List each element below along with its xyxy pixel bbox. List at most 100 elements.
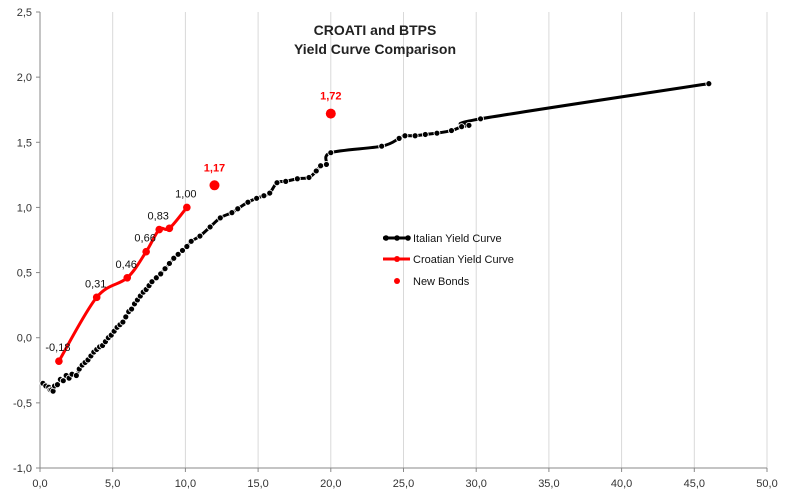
italian-yield-point [401,132,409,140]
italian-yield-point [72,372,80,379]
legend-item-new-bonds: New Bonds [394,276,470,288]
croatian-yield-point [142,247,150,256]
chart-title: CROATI and BTPS [314,22,437,38]
italian-yield-point [411,132,419,140]
legend-swatch-italian-marker [405,235,411,241]
italian-yield-point [183,243,191,250]
y-tick-label: 1,0 [17,202,32,214]
croatian-data-label: 0,83 [148,211,169,223]
italian-yield-point [282,177,290,185]
italian-yield-point [327,149,335,157]
legend-item-italian: Italian Yield Curve [383,233,502,245]
italian-yield-point [266,189,274,197]
italian-yield-point [323,161,330,168]
croatian-yield-point [55,357,63,365]
italian-yield-point [448,127,455,134]
croatian-yield-point [123,273,132,282]
italian-yield-point [59,377,67,385]
italian-yield-point [253,194,261,202]
croatian-yield-point [155,225,164,234]
italian-yield-point [179,247,186,254]
y-tick-label: -0,5 [13,398,32,410]
italian-yield-point [119,318,127,326]
x-tick-labels: 0,0 5,0 10,0 15,0 20,0 25,0 30,0 35,0 40,0 45,0 50… [32,478,777,490]
chart-subtitle: Yield Curve Comparison [294,41,456,57]
italian-yield-point [157,270,165,278]
italian-yield-point [305,174,313,181]
italian-yield-point [228,209,236,217]
x-tick-label: 45,0 [684,478,705,490]
x-tick-label: 5,0 [105,478,120,490]
new-bond-data-label: 1,72 [320,91,341,103]
italian-yield-point [421,131,429,138]
croatian-yield-point [92,293,101,302]
italian-yield-point [161,265,169,273]
italian-yield-point [166,260,173,267]
italian-yield-point [234,205,242,213]
x-tick-label: 50,0 [756,478,777,490]
y-tick-label: 2,0 [17,72,32,84]
axes [36,11,768,472]
italian-yield-point [378,142,386,150]
x-tick-label: 35,0 [538,478,559,490]
croatian-data-label: 1,00 [175,188,196,200]
x-tick-label: 40,0 [611,478,632,490]
italian-yield-point [458,123,466,131]
y-tick-labels: -1,0 -0,5 0,0 0,5 1,0 1,5 2,0 2,5 [13,7,32,475]
italian-yield-point [465,121,473,129]
italian-yield-point [54,381,61,389]
data-labels: -0,18 0,31 0,46 0,66 0,83 1,00 1,17 1,72 [45,91,341,355]
x-tick-label: 15,0 [247,478,268,490]
y-tick-label: 2,5 [17,7,32,19]
y-tick-label: -1,0 [13,463,32,475]
croatian-data-label: 0,46 [116,259,137,271]
new-bond-point [325,108,336,119]
italian-yield-point [187,237,195,245]
italian-yield-point [148,278,156,286]
x-tick-label: 20,0 [320,478,341,490]
italian-yield-point [216,214,224,222]
italian-yield-point [312,167,320,175]
series-layer [39,80,713,395]
italian-yield-point [433,129,441,137]
legend-label-croatian: Croatian Yield Curve [413,254,514,266]
legend-swatch-croatian-marker [394,256,400,262]
italian-yield-point [273,179,281,187]
y-tick-label: 0,5 [17,268,32,280]
legend: Italian Yield Curve Croatian Yield Curve… [383,233,514,288]
croatian-data-label: 0,31 [85,278,106,290]
legend-item-croatian: Croatian Yield Curve [383,254,514,266]
italian-yield-point [705,80,713,88]
x-tick-label: 25,0 [393,478,414,490]
legend-swatch-new-bonds-marker [394,278,400,284]
x-tick-label: 10,0 [175,478,196,490]
italian-yield-point [260,192,268,200]
grid-lines [112,12,768,468]
legend-swatch-italian-marker [383,235,389,241]
new-bond-point [209,180,220,191]
italian-yield-point [395,134,403,142]
legend-label-new-bonds: New Bonds [413,276,470,288]
italian-yield-point [293,175,301,183]
italian-yield-point [174,250,182,258]
italian-yield-point [477,115,484,123]
italian-yield-point [128,305,136,313]
y-tick-label: 0,0 [17,333,32,345]
y-tick-label: 1,5 [17,137,32,149]
italian-yield-point [317,162,325,170]
italian-yield-point [170,254,178,262]
new-bond-data-label: 1,17 [204,162,225,174]
italian-yield-point [196,232,204,240]
croatian-yield-point [165,224,174,233]
italian-yield-point [244,198,252,206]
legend-swatch-italian-marker [394,235,400,241]
italian-yield-point [206,223,214,231]
croatian-data-label: 0,66 [134,233,155,245]
italian-yield-point [152,274,160,282]
x-tick-label: 30,0 [465,478,486,490]
italian-yield-point [122,313,130,321]
legend-label-italian: Italian Yield Curve [413,233,502,245]
croatian-data-label: -0,18 [45,342,70,354]
x-tick-label: 0,0 [32,478,47,490]
